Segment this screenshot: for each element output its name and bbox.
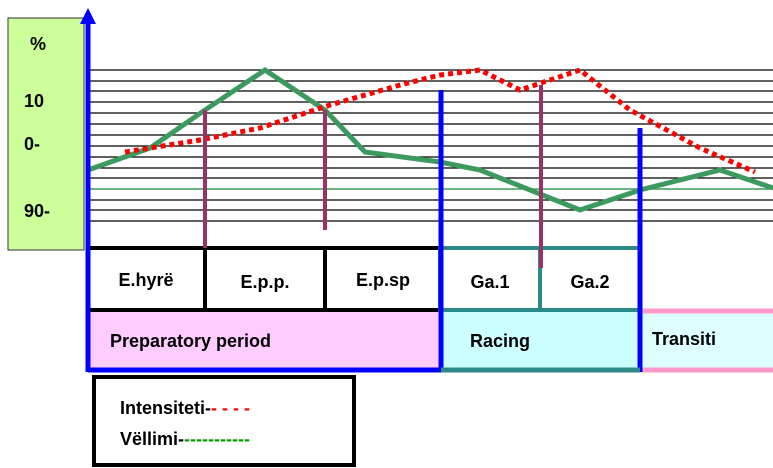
legend-sample: - - - - xyxy=(211,398,250,418)
legend-label: Vëllimi------------ xyxy=(120,429,250,449)
legend-sample: ----------- xyxy=(184,429,250,449)
phase-cell xyxy=(323,246,442,312)
axis-label: 90- xyxy=(24,201,50,221)
period-label: Preparatory period xyxy=(110,331,271,351)
period-cell xyxy=(640,310,773,370)
legend-name: Intensiteti- xyxy=(120,398,211,418)
axis-arrow xyxy=(80,8,96,24)
legend-label: Intensiteti-- - - - xyxy=(120,398,250,418)
phase-cell xyxy=(538,246,642,312)
phase-cell xyxy=(203,246,327,312)
period-cell xyxy=(88,310,440,370)
axis-unit: % xyxy=(30,34,46,54)
axis-label: 10 xyxy=(24,91,44,111)
axis-label: 0- xyxy=(24,134,40,154)
period-label: Transiti xyxy=(652,329,716,349)
phase-label: Ga.2 xyxy=(570,272,609,292)
phase-label: E.hyrë xyxy=(118,270,173,290)
period-label: Racing xyxy=(470,331,530,351)
legend-name: Vëllimi- xyxy=(120,429,184,449)
volume-line xyxy=(87,66,773,213)
intensity-line xyxy=(124,67,756,175)
phase-label: Ga.1 xyxy=(470,272,509,292)
axis-box xyxy=(7,17,85,251)
period-cell xyxy=(440,310,640,370)
phase-label: E.p.sp xyxy=(356,270,410,290)
grid xyxy=(88,69,773,222)
phase-label: E.p.p. xyxy=(241,272,290,292)
legend xyxy=(92,375,356,467)
